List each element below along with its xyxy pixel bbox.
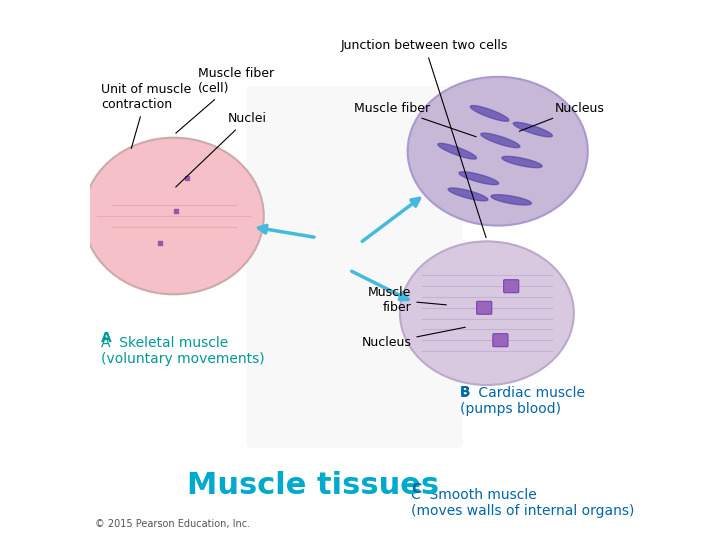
Text: © 2015 Pearson Education, Inc.: © 2015 Pearson Education, Inc. [95,519,251,529]
FancyBboxPatch shape [504,280,518,293]
Ellipse shape [84,138,264,294]
FancyBboxPatch shape [246,86,462,448]
Polygon shape [470,105,509,122]
Text: Muscle tissues: Muscle tissues [187,471,439,501]
FancyBboxPatch shape [492,334,508,347]
FancyBboxPatch shape [477,301,492,314]
Ellipse shape [408,77,588,226]
Text: B: B [460,384,471,399]
Text: Muscle fiber: Muscle fiber [354,102,476,137]
Text: C: C [411,482,421,496]
Text: C  Smooth muscle
(moves walls of internal organs): C Smooth muscle (moves walls of internal… [411,488,634,518]
Polygon shape [448,188,488,201]
Polygon shape [502,157,542,167]
Text: Nucleus: Nucleus [519,102,604,131]
Text: Unit of muscle
contraction: Unit of muscle contraction [101,83,191,148]
Text: A: A [101,330,112,345]
Text: Junction between two cells: Junction between two cells [341,39,508,238]
Polygon shape [491,194,531,205]
Text: Muscle
fiber: Muscle fiber [368,286,446,314]
Ellipse shape [400,241,574,385]
Polygon shape [513,123,552,137]
Text: A  Skeletal muscle
(voluntary movements): A Skeletal muscle (voluntary movements) [101,336,264,366]
Polygon shape [481,133,520,147]
Text: Nucleus: Nucleus [361,327,465,349]
Polygon shape [459,172,499,185]
Text: Muscle fiber
(cell): Muscle fiber (cell) [176,67,274,133]
Text: B  Cardiac muscle
(pumps blood): B Cardiac muscle (pumps blood) [460,386,585,416]
Polygon shape [438,143,477,159]
Text: Nuclei: Nuclei [176,112,266,187]
